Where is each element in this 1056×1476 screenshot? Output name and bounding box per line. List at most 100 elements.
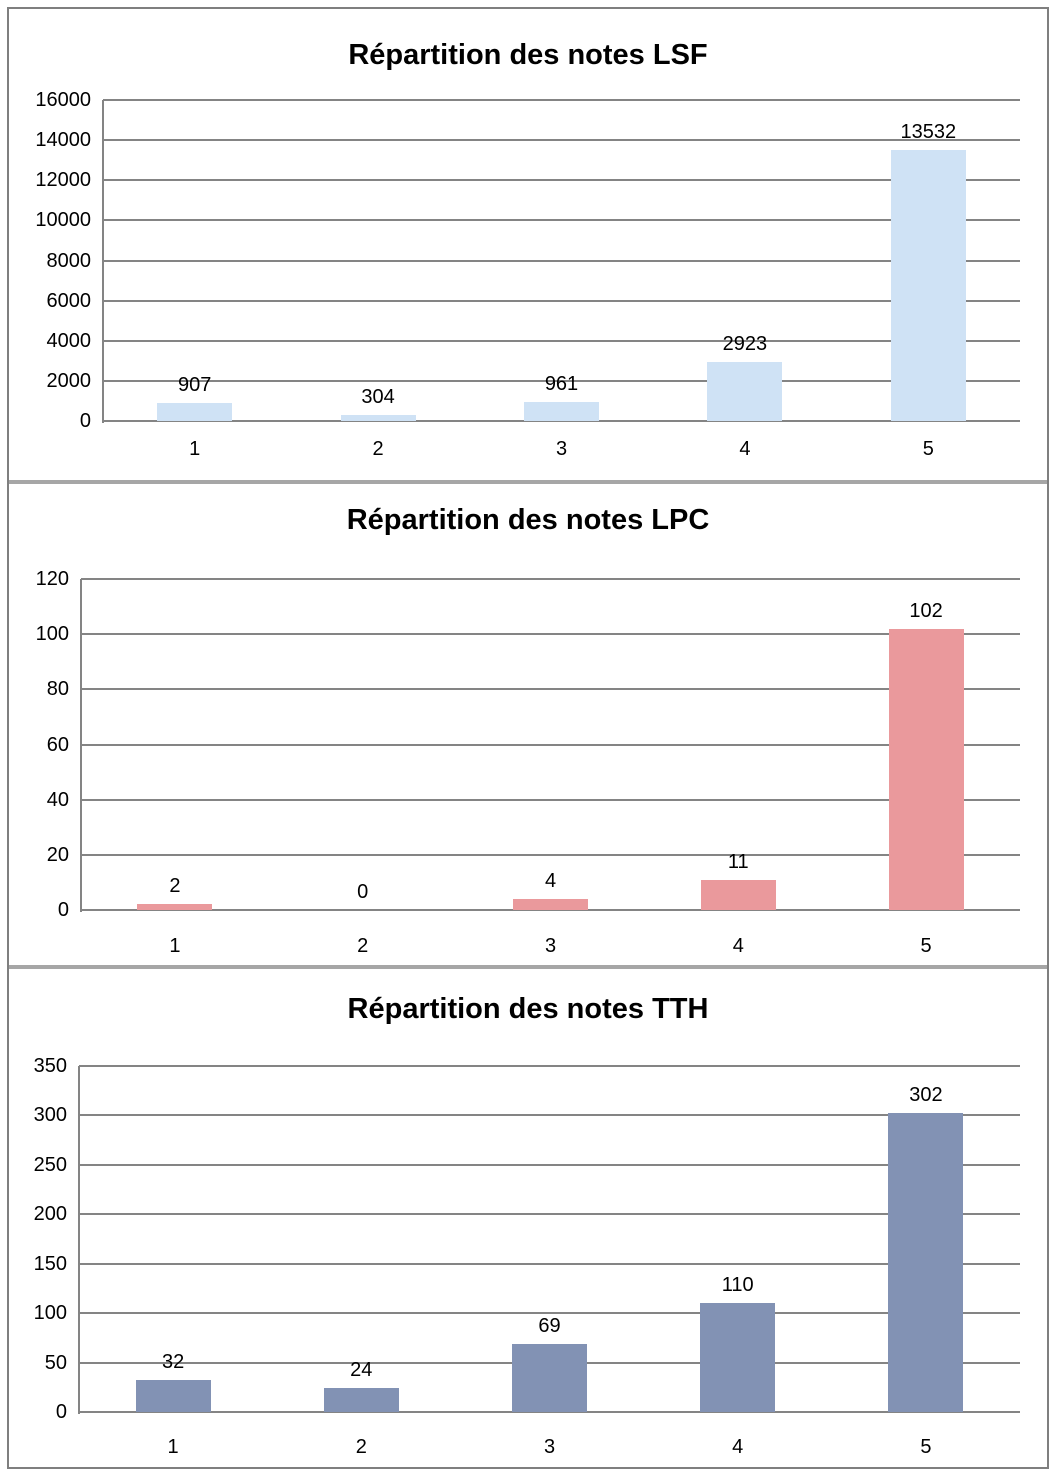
y-tick-label: 100 <box>35 623 69 646</box>
gridline <box>103 339 1020 342</box>
bar <box>888 628 964 910</box>
gridline <box>79 1114 1020 1117</box>
gridline <box>81 578 1020 580</box>
section-divider <box>9 480 1047 484</box>
x-axis-line <box>79 1411 1020 1413</box>
gridline <box>103 299 1020 302</box>
y-tick-label: 50 <box>44 1351 67 1374</box>
gridline <box>79 1262 1020 1265</box>
gridline <box>81 743 1020 746</box>
x-category-label: 1 <box>189 438 201 460</box>
y-tick-label: 300 <box>33 1104 67 1127</box>
y-tick-label: 4000 <box>46 329 92 352</box>
gridline <box>103 379 1020 382</box>
bar <box>513 898 588 910</box>
y-tick-label: 0 <box>55 1401 67 1423</box>
gridline <box>81 688 1020 691</box>
gridline <box>103 139 1020 142</box>
y-tick-label: 6000 <box>46 289 92 312</box>
section-divider <box>9 965 1047 969</box>
bar-value-label: 11 <box>727 850 749 873</box>
x-category-label: 5 <box>920 1436 932 1458</box>
bar-value-label: 0 <box>357 881 369 903</box>
bar <box>700 879 776 910</box>
y-axis-line <box>80 579 82 912</box>
y-tick-label: 12000 <box>35 169 91 192</box>
x-category-label: 2 <box>357 935 369 957</box>
x-category-label: 3 <box>543 1436 556 1458</box>
bar <box>137 904 213 910</box>
gridline <box>81 798 1020 801</box>
bar <box>888 1113 964 1412</box>
x-category-label: 3 <box>544 935 557 957</box>
bar-value-label: 302 <box>909 1084 943 1107</box>
x-axis-line <box>81 909 1020 911</box>
bar-value-label: 69 <box>538 1314 561 1337</box>
bar-value-label: 32 <box>161 1351 185 1374</box>
plot-area-lsf: 0 2000 4000 6000 8000 10000 12000 14000 16000 907… <box>9 9 1047 480</box>
chart-lpc: Répartition des notes LPC 0 20 40 60 80 100 12… <box>9 484 1047 965</box>
y-tick-label: 2000 <box>46 369 92 392</box>
y-tick-label: 10000 <box>35 209 91 232</box>
x-category-label: 1 <box>167 1436 179 1458</box>
bar-value-label: 4 <box>544 869 557 892</box>
bar-value-label: 961 <box>544 372 579 395</box>
x-category-label: 2 <box>372 438 384 460</box>
bar <box>524 401 599 421</box>
bar-value-label: 2923 <box>722 333 768 356</box>
y-tick-label: 120 <box>35 568 69 590</box>
y-tick-label: 40 <box>46 788 69 811</box>
gridline <box>103 179 1020 182</box>
y-tick-label: 200 <box>33 1203 67 1226</box>
bar <box>512 1343 587 1412</box>
x-category-label: 1 <box>169 935 181 957</box>
y-tick-label: 100 <box>33 1302 67 1325</box>
y-tick-label: 8000 <box>46 249 92 272</box>
chart-lsf: Répartition des notes LSF 0 2000 4000 6000 8… <box>9 9 1047 480</box>
bar-value-label: 13532 <box>900 120 957 143</box>
bar <box>157 402 233 421</box>
y-tick-label: 16000 <box>35 89 91 111</box>
y-tick-label: 0 <box>57 899 69 921</box>
x-category-label: 3 <box>555 438 568 460</box>
bar <box>890 149 966 421</box>
x-category-label: 4 <box>732 935 744 957</box>
gridline <box>79 1213 1020 1216</box>
gridline <box>79 1065 1020 1067</box>
gridline <box>81 633 1020 636</box>
y-tick-label: 14000 <box>35 129 91 152</box>
y-axis-line <box>78 1066 80 1414</box>
bar-value-label: 907 <box>178 373 212 396</box>
gridline <box>79 1163 1020 1166</box>
y-tick-label: 150 <box>33 1252 67 1275</box>
plot-area-tth: 0 50 100 150 200 250 300 350 32 1 24 2 69 3 110 4 302 5 <box>9 969 1047 1467</box>
bar-value-label: 304 <box>361 385 395 408</box>
y-tick-label: 250 <box>33 1153 67 1176</box>
charts-frame: Répartition des notes LSF 0 2000 4000 6000 8… <box>7 7 1049 1469</box>
x-category-label: 5 <box>920 935 932 957</box>
gridline <box>79 1312 1020 1315</box>
bar <box>700 1303 776 1412</box>
plot-area-lpc: 0 20 40 60 80 100 120 2 1 0 2 4 3 11 4 102 5 <box>9 484 1047 965</box>
x-axis-line <box>103 420 1020 422</box>
chart-title-lsf: Répartition des notes LSF <box>348 39 708 71</box>
chart-tth: Répartition des notes TTH 0 50 100 150 200 25… <box>9 969 1047 1467</box>
bar <box>135 1380 211 1412</box>
chart-title-tth: Répartition des notes TTH <box>347 993 709 1025</box>
y-tick-label: 0 <box>79 410 91 432</box>
bar <box>340 414 416 421</box>
x-category-label: 2 <box>355 1436 367 1458</box>
y-tick-label: 80 <box>46 678 69 701</box>
gridline <box>81 853 1020 856</box>
bar <box>707 362 783 421</box>
gridline <box>103 259 1020 262</box>
bar-value-label: 24 <box>350 1359 373 1382</box>
y-tick-label: 350 <box>33 1055 67 1077</box>
bar-value-label: 2 <box>169 875 181 898</box>
y-axis-line <box>102 100 104 423</box>
y-tick-label: 20 <box>46 843 69 866</box>
y-tick-label: 60 <box>46 733 69 756</box>
gridline <box>103 99 1020 101</box>
x-category-label: 5 <box>922 438 934 460</box>
